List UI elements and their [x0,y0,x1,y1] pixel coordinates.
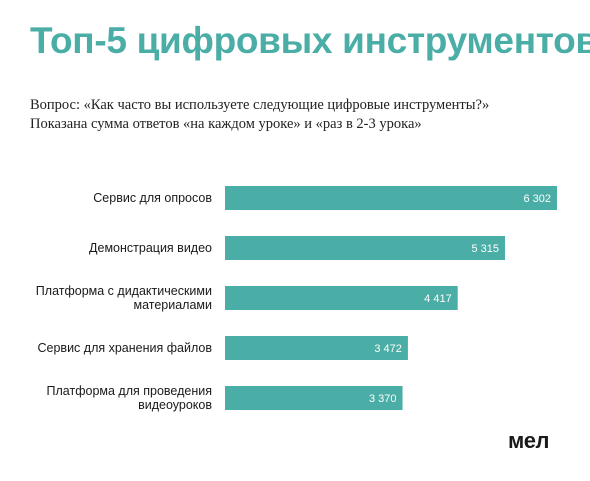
value-label-1: 6 302 [523,193,551,205]
value-label-4: 3 472 [374,343,402,355]
category-label-1: Сервис для опросов [93,191,212,205]
page-title: Топ-5 цифровых инструментов [30,20,590,61]
value-label-2: 5 315 [471,243,499,255]
bar-chart: 6 302 Сервис для опросов 5 315 Демонстрация… [36,186,557,412]
category-label-3: Платформа с дидактическими материалами [36,284,212,312]
value-label-3: 4 417 [424,293,452,305]
category-label-4: Сервис для хранения файлов [38,341,213,355]
subtitle-line-note: Показана сумма ответов «на каждом уроке»… [30,116,422,132]
category-label-2: Демонстрация видео [89,241,212,255]
bar-1 [225,186,557,210]
chart-subtitle: Вопрос: «Как часто вы используете следую… [30,96,489,134]
subtitle-line-question: Вопрос: «Как часто вы используете следую… [30,97,490,113]
category-label-5: Платформа для проведения видеоуроков [47,384,213,412]
bar-4 [225,336,408,360]
bar-5 [225,386,403,410]
bar-2 [225,236,506,260]
bar-3 [225,286,458,310]
value-label-5: 3 370 [369,393,397,405]
brand-logo: мел [508,428,550,453]
